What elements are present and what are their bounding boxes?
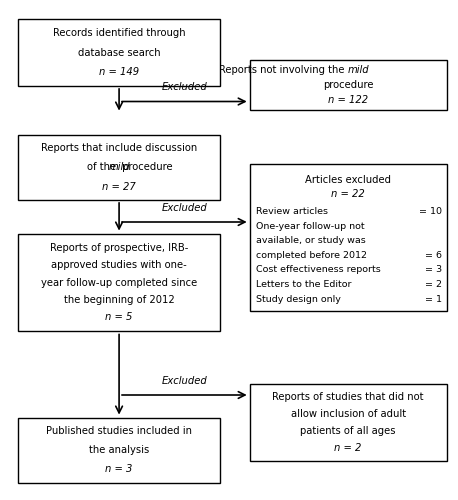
FancyBboxPatch shape <box>250 384 447 461</box>
FancyBboxPatch shape <box>250 164 447 311</box>
Text: Reports of prospective, IRB-: Reports of prospective, IRB- <box>50 243 188 253</box>
FancyBboxPatch shape <box>18 234 220 331</box>
Text: = 1: = 1 <box>425 294 442 304</box>
Text: n = 149: n = 149 <box>99 68 139 78</box>
Text: Cost effectiveness reports: Cost effectiveness reports <box>256 266 381 274</box>
Text: n = 27: n = 27 <box>102 182 136 192</box>
Text: procedure: procedure <box>119 162 173 172</box>
Text: Excluded: Excluded <box>162 203 207 213</box>
Text: n = 2: n = 2 <box>334 443 362 453</box>
Text: n = 122: n = 122 <box>328 94 368 104</box>
Text: the beginning of 2012: the beginning of 2012 <box>64 294 174 304</box>
Text: Letters to the Editor: Letters to the Editor <box>256 280 352 289</box>
Text: the analysis: the analysis <box>89 445 149 455</box>
Text: n = 5: n = 5 <box>105 312 133 322</box>
Text: Review articles: Review articles <box>256 208 328 216</box>
Text: approved studies with one-: approved studies with one- <box>51 260 187 270</box>
Text: Articles excluded: Articles excluded <box>305 175 391 184</box>
Text: of the: of the <box>87 162 119 172</box>
Text: Reports of studies that did not: Reports of studies that did not <box>273 392 424 402</box>
FancyBboxPatch shape <box>18 135 220 200</box>
Text: year follow-up completed since: year follow-up completed since <box>41 278 197 287</box>
Text: One-year follow-up not: One-year follow-up not <box>256 222 365 231</box>
Text: available, or study was: available, or study was <box>256 236 366 246</box>
Text: Published studies included in: Published studies included in <box>46 426 192 436</box>
Text: mild: mild <box>348 66 370 76</box>
Text: procedure: procedure <box>323 80 373 90</box>
Text: n = 3: n = 3 <box>105 464 133 474</box>
Text: completed before 2012: completed before 2012 <box>256 251 367 260</box>
FancyBboxPatch shape <box>18 418 220 482</box>
Text: = 6: = 6 <box>425 251 442 260</box>
Text: Reports that include discussion: Reports that include discussion <box>41 144 197 154</box>
Text: patients of all ages: patients of all ages <box>300 426 396 436</box>
FancyBboxPatch shape <box>18 18 220 86</box>
Text: = 2: = 2 <box>425 280 442 289</box>
Text: Reports not involving the: Reports not involving the <box>219 66 348 76</box>
FancyBboxPatch shape <box>250 60 447 110</box>
Text: Excluded: Excluded <box>162 376 207 386</box>
Text: allow inclusion of adult: allow inclusion of adult <box>290 409 406 419</box>
Text: = 3: = 3 <box>425 266 442 274</box>
Text: Study design only: Study design only <box>256 294 341 304</box>
Text: Excluded: Excluded <box>162 82 207 92</box>
Text: n = 22: n = 22 <box>331 189 365 199</box>
Text: Records identified through: Records identified through <box>53 28 185 38</box>
Text: = 10: = 10 <box>419 208 442 216</box>
Text: database search: database search <box>78 48 160 58</box>
Text: mild: mild <box>108 162 130 172</box>
